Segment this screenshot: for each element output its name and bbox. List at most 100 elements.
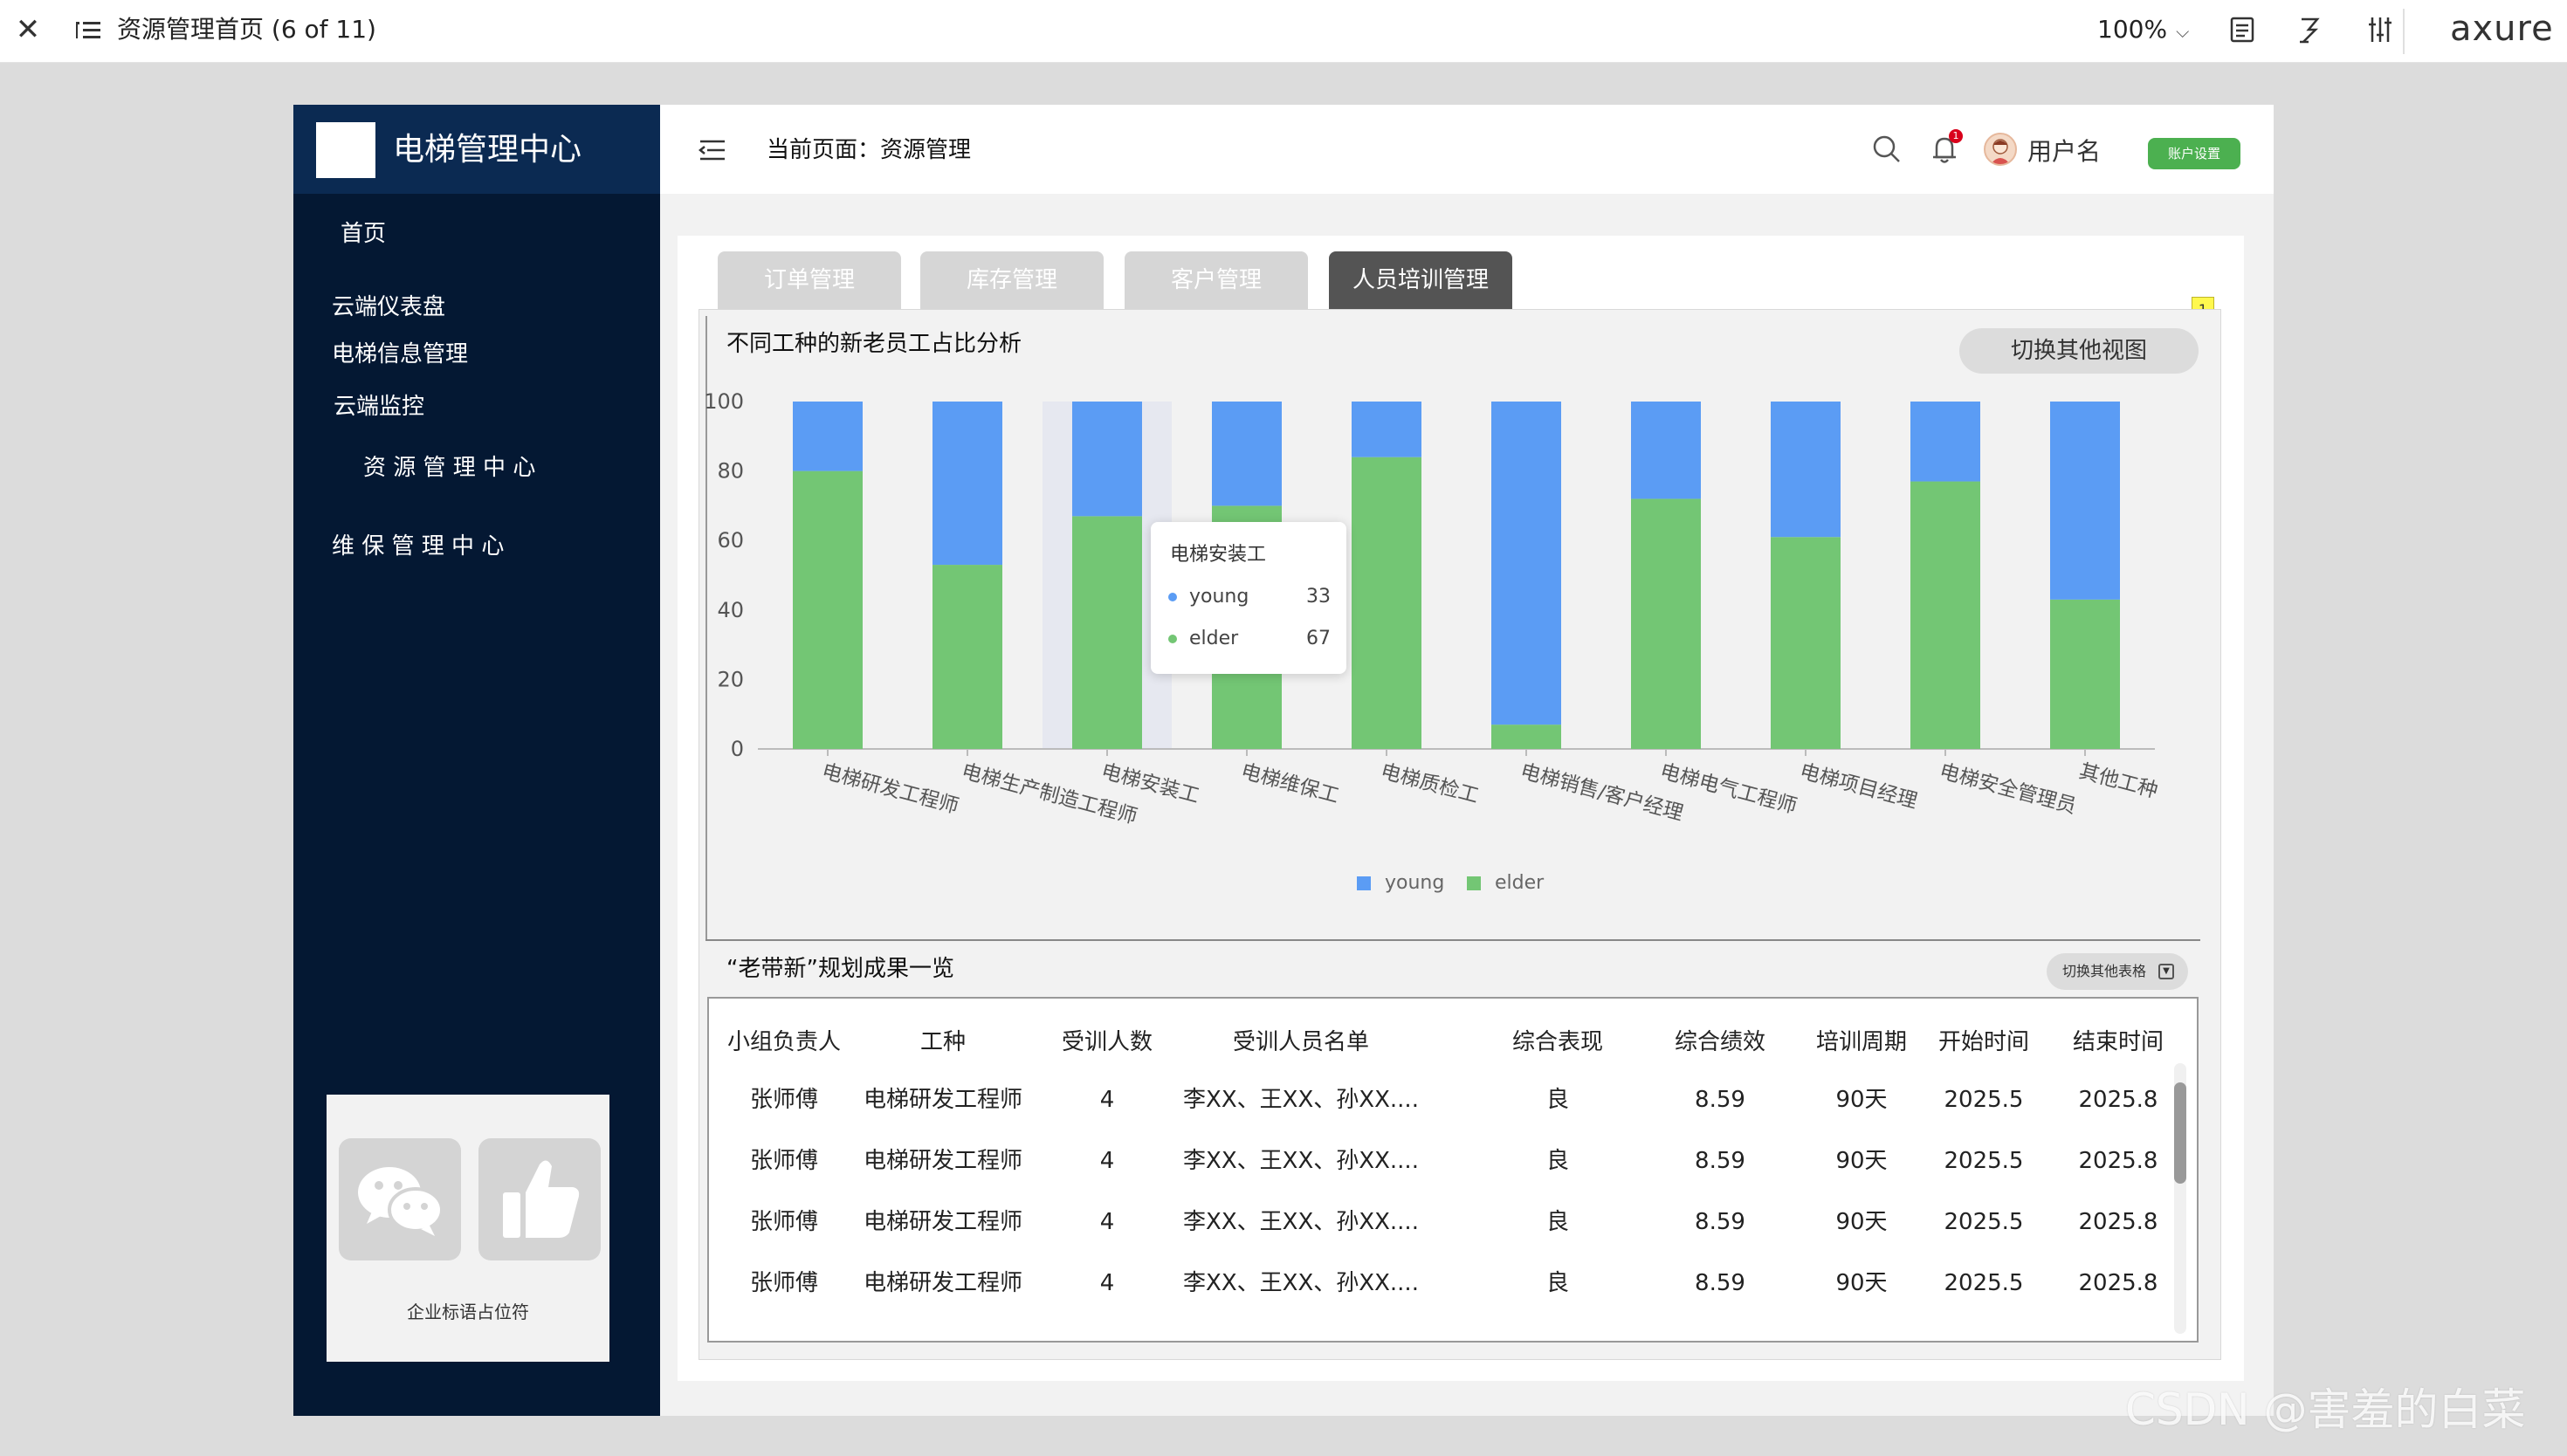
bar-elder	[1631, 498, 1701, 749]
sidebar-item-home[interactable]: 首页	[341, 221, 387, 247]
table-cell: 90天	[1835, 1209, 1888, 1235]
tab-inventory[interactable]: 库存管理	[920, 251, 1104, 309]
table-header-cell: 结束时间	[2072, 1029, 2164, 1055]
hotspot-icon[interactable]	[2293, 12, 2328, 47]
settings-sliders-icon[interactable]	[2363, 12, 2398, 47]
legend-label: elder	[1495, 872, 1545, 894]
pages-list-icon[interactable]	[73, 16, 103, 45]
bar-elder	[1072, 516, 1142, 749]
notes-icon[interactable]	[2225, 12, 2260, 47]
switch-table-label: 切换其他表格	[2062, 963, 2147, 979]
x-tick-label: 电梯研发工程师	[819, 760, 960, 819]
page-title[interactable]: 资源管理首页 (6 of 11)	[117, 15, 376, 44]
wechat-icon	[358, 1167, 444, 1236]
legend-item-young[interactable]: young	[1357, 869, 1444, 897]
y-tick-label: 0	[731, 737, 744, 761]
bar-young	[793, 402, 863, 471]
x-tick-label: 电梯项目经理	[1797, 760, 1919, 814]
bar-elder	[2050, 599, 2120, 749]
table-cell: 90天	[1835, 1148, 1888, 1174]
search-icon[interactable]	[1870, 133, 1903, 166]
x-tick-label: 电梯安全管理员	[1937, 760, 2078, 819]
close-icon[interactable]: ✕	[15, 12, 41, 47]
chart-title: 不同工种的新老员工占比分析	[726, 331, 1022, 357]
section-divider	[705, 939, 2200, 941]
y-tick-label: 20	[717, 667, 744, 691]
tab-orders[interactable]: 订单管理	[718, 251, 901, 309]
tooltip-row-elder: elder 67	[1168, 625, 1331, 653]
y-tick-label: 80	[717, 459, 744, 484]
table-cell: 2025.8	[2078, 1209, 2158, 1235]
breadcrumb: 当前页面：资源管理	[767, 137, 972, 163]
legend-item-elder[interactable]: elder	[1467, 869, 1544, 897]
training-table	[707, 997, 2199, 1343]
sidebar-item-elevator-info[interactable]: 电梯信息管理	[332, 341, 469, 367]
table-cell: 李XX、王XX、孙XX....	[1183, 1148, 1419, 1174]
bar-young	[1212, 402, 1282, 506]
notification-badge: 1	[1949, 129, 1963, 143]
table-title: “老带新”规划成果一览	[726, 956, 954, 982]
brand-logo	[316, 122, 375, 178]
sidebar-item-cloud-dashboard[interactable]: 云端仪表盘	[332, 294, 446, 320]
table-cell: 2025.5	[1944, 1087, 2024, 1113]
table-cell: 良	[1545, 1209, 1569, 1235]
sidebar-item-resource-center[interactable]: 资 源 管 理 中 心	[363, 455, 536, 481]
table-cell: 2025.5	[1944, 1209, 2024, 1235]
y-tick-label: 60	[717, 528, 744, 553]
tooltip-name: young	[1189, 586, 1249, 608]
menu-collapse-icon[interactable]	[697, 136, 728, 164]
tooltip-value: 33	[1306, 586, 1331, 608]
legend-swatch	[1357, 876, 1371, 890]
y-tick-label: 40	[717, 598, 744, 622]
table-cell: 90天	[1835, 1087, 1888, 1113]
tooltip-title: 电梯安装工	[1170, 544, 1267, 566]
zoom-select[interactable]: 100% ⌵	[2097, 14, 2189, 47]
account-settings-button[interactable]: 账户设置	[2148, 138, 2240, 169]
table-cell: 张师傅	[749, 1270, 818, 1296]
bar-young	[2050, 402, 2120, 600]
thumbs-up-icon	[503, 1160, 580, 1238]
switch-table-button[interactable]: 切换其他表格 ▼	[2047, 953, 2188, 990]
table-cell: 4	[1099, 1270, 1115, 1296]
sidebar-item-cloud-monitor[interactable]: 云端监控	[334, 394, 425, 420]
bar-young	[1491, 402, 1561, 725]
chart-tooltip	[1151, 522, 1346, 674]
axure-toolbar	[0, 0, 2567, 63]
axure-logo: axure	[2450, 9, 2554, 49]
slogan-caption: 企业标语占位符	[407, 1301, 529, 1322]
bar-elder	[1491, 725, 1561, 749]
table-cell: 李XX、王XX、孙XX....	[1183, 1209, 1419, 1235]
table-cell: 8.59	[1695, 1209, 1745, 1235]
table-cell: 李XX、王XX、孙XX....	[1183, 1087, 1419, 1113]
table-cell: 李XX、王XX、孙XX....	[1183, 1270, 1419, 1296]
table-cell: 良	[1545, 1148, 1569, 1174]
username[interactable]: 用户名	[2027, 137, 2102, 166]
zoom-value: 100%	[2097, 15, 2168, 44]
wechat-tile[interactable]	[339, 1138, 461, 1260]
bell-icon[interactable]	[1928, 133, 1961, 166]
bar-elder	[933, 565, 1002, 749]
table-header-cell: 受训人数	[1061, 1029, 1153, 1055]
switch-view-button[interactable]: 切换其他视图	[1959, 328, 2199, 374]
table-scroll-thumb[interactable]	[2174, 1082, 2186, 1184]
legend-swatch	[1467, 876, 1481, 890]
avatar[interactable]	[1984, 133, 2017, 166]
toolbar-divider	[2403, 9, 2405, 54]
table-cell: 2025.5	[1944, 1270, 2024, 1296]
table-cell: 张师傅	[749, 1209, 818, 1235]
bar-elder	[1771, 537, 1841, 749]
table-cell: 90天	[1835, 1270, 1888, 1296]
sidebar-item-maintenance-center[interactable]: 维 保 管 理 中 心	[332, 533, 505, 560]
table-cell: 良	[1545, 1270, 1569, 1296]
table-header-cell: 工种	[919, 1029, 966, 1055]
table-cell: 4	[1099, 1148, 1115, 1174]
bar-elder	[1910, 481, 1980, 749]
tab-customers[interactable]: 客户管理	[1125, 251, 1308, 309]
table-cell: 4	[1099, 1209, 1115, 1235]
x-tick-label: 其他工种	[2076, 760, 2160, 803]
tab-training[interactable]: 人员培训管理	[1329, 251, 1512, 309]
thumbs-up-tile[interactable]	[478, 1138, 601, 1260]
user-avatar-icon	[1991, 139, 2010, 164]
x-tick-label: 电梯质检工	[1378, 760, 1481, 808]
